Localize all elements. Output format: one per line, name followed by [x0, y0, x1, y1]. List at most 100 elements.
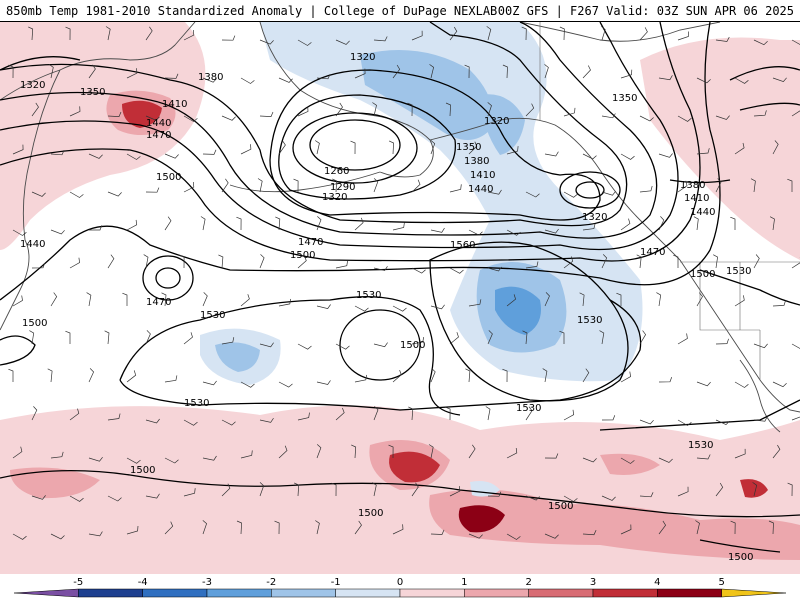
wind-barb — [164, 375, 178, 383]
wind-barb — [392, 524, 404, 535]
wind-barb — [791, 39, 800, 45]
contour-1410-main — [0, 21, 658, 239]
wind-barb — [297, 39, 312, 46]
wind-barb — [734, 77, 749, 84]
wind-barb — [620, 457, 635, 464]
wind-barb — [411, 179, 421, 193]
wind-barb — [335, 407, 345, 421]
legend-tick-label: -3 — [202, 577, 212, 588]
wind-barb — [715, 178, 722, 193]
wind-barb — [485, 406, 491, 421]
wind-barb — [221, 483, 231, 497]
contour-label: 1440 — [690, 207, 715, 218]
contour-label: 1530 — [200, 310, 225, 321]
contour-low-center-1260 — [309, 119, 401, 171]
wind-barb — [772, 381, 787, 388]
wind-barb — [449, 184, 462, 193]
wind-barb — [559, 26, 565, 41]
legend-color-segment — [721, 588, 787, 598]
wind-barb — [468, 229, 483, 236]
wind-barb — [145, 115, 160, 121]
map-panel: 1320 1350 1380 1410 1440 1470 1500 1440 … — [0, 21, 800, 574]
wind-barb — [582, 153, 597, 160]
contour-label: 1470 — [640, 247, 665, 258]
coastline-kamchatka — [0, 69, 61, 331]
wind-barb — [200, 216, 206, 231]
wind-barb — [332, 178, 338, 193]
wind-barb — [335, 260, 348, 269]
warm-anomaly-northeast — [640, 37, 800, 260]
wind-barb — [202, 455, 217, 461]
wind-barb — [428, 444, 434, 459]
wind-barb — [240, 381, 255, 388]
contour-label: 1500 — [130, 465, 155, 476]
wind-barb — [464, 64, 470, 79]
wind-barb — [69, 408, 80, 421]
contour-1530-south — [119, 299, 642, 411]
contour-1320-northwest — [0, 56, 81, 71]
wind-barb — [487, 102, 492, 117]
legend-color-segment — [399, 588, 465, 598]
contour-label: 1500 — [728, 552, 753, 563]
wind-barb — [164, 73, 179, 79]
cold-anomaly-bc-coast — [480, 94, 525, 155]
wind-barb — [544, 151, 559, 157]
wind-barb — [658, 376, 673, 383]
wind-barb — [316, 380, 331, 385]
wind-barb — [28, 26, 34, 41]
wind-barb — [388, 444, 394, 459]
legend-tick-label: 4 — [654, 577, 660, 588]
wind-barb — [601, 191, 616, 196]
wind-barb — [468, 533, 483, 539]
wind-barb — [502, 368, 508, 383]
wind-barb — [620, 371, 631, 383]
wind-barb — [259, 418, 274, 423]
contour-1380-east — [669, 179, 731, 184]
wind-barb — [677, 333, 688, 345]
wind-barb — [730, 520, 736, 535]
wind-barb — [236, 520, 242, 535]
wind-barb — [658, 520, 667, 535]
contour-label: 1470 — [146, 297, 171, 308]
wind-barb — [544, 292, 550, 307]
contour-1350-main — [269, 69, 601, 221]
wind-barb — [563, 191, 578, 198]
warm-anomaly-core-4 — [740, 479, 768, 498]
contour-label: 1440 — [468, 184, 493, 195]
wind-barb — [164, 457, 179, 464]
wind-barb — [183, 488, 196, 497]
contour-label: 1500 — [156, 172, 181, 183]
wind-barb — [616, 292, 622, 306]
contour-label: 1500 — [22, 318, 47, 329]
wind-barb — [563, 495, 578, 502]
wind-barb — [734, 142, 745, 155]
wind-barb — [257, 178, 263, 193]
wind-barb — [126, 219, 138, 231]
legend-colorbar: -5 -4 -3 -2 -1 0 1 2 3 4 5 — [13, 577, 787, 598]
wind-barb — [772, 140, 779, 155]
contour-label: 1320 — [484, 116, 509, 127]
legend-tick-label: 0 — [397, 577, 403, 588]
wind-barb — [31, 191, 46, 197]
wind-barb — [753, 343, 768, 349]
wind-barb — [525, 103, 535, 117]
wind-barb — [525, 191, 540, 198]
wind-barb — [411, 337, 425, 345]
wind-barb — [411, 482, 419, 497]
contour-bc-low-1320 — [559, 171, 621, 209]
wind-barb — [179, 254, 185, 269]
wind-barb — [31, 495, 46, 500]
wind-barb — [297, 106, 309, 117]
title-left: 850mb Temp 1981-2010 Standardized Anomal… — [6, 3, 498, 18]
wind-barb — [12, 295, 23, 307]
legend-color-segment — [335, 588, 401, 598]
contour-label: 1530 — [726, 266, 751, 277]
contour-1380-main — [0, 21, 628, 227]
wind-barb — [240, 294, 250, 307]
title-bar: 850mb Temp 1981-2010 Standardized Anomal… — [0, 0, 800, 22]
political-borders — [539, 22, 800, 380]
legend-color-segment — [528, 588, 594, 598]
contour-label: 1530 — [577, 315, 602, 326]
wind-barb — [449, 267, 464, 274]
wind-barb — [145, 493, 160, 499]
